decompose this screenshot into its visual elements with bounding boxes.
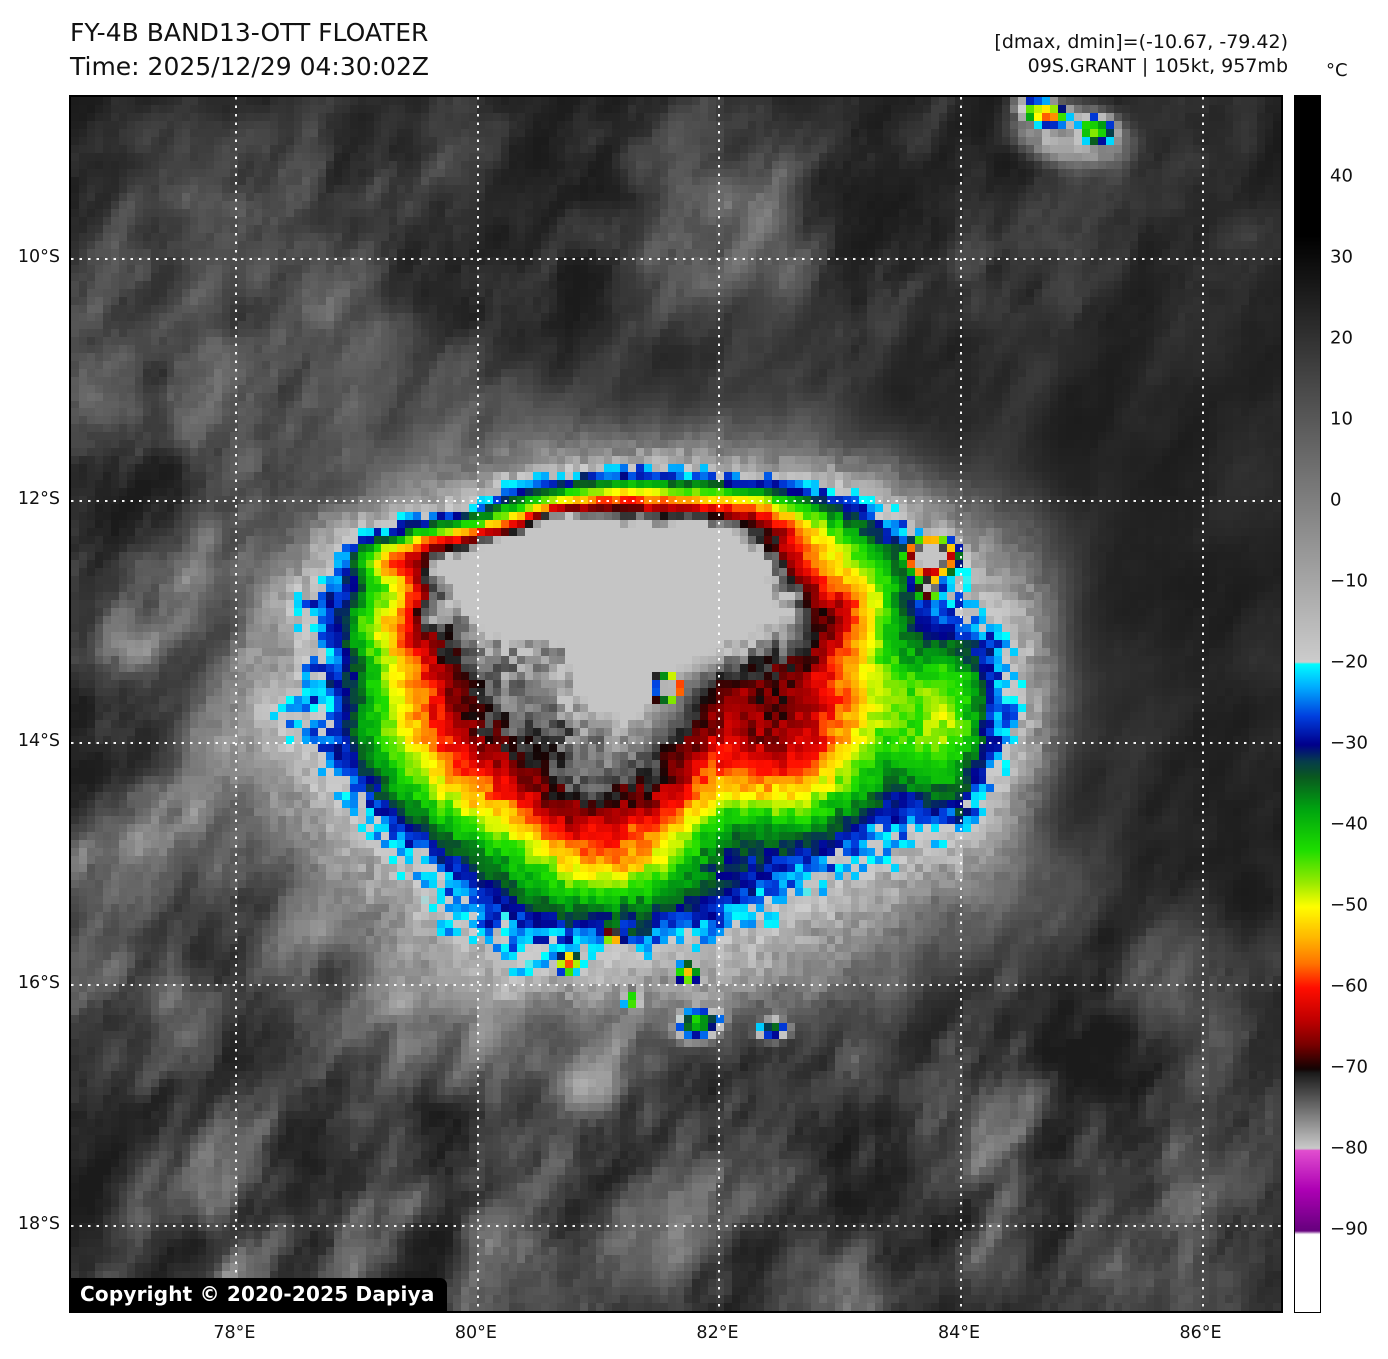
satellite-map: Copyright © 2020-2025 Dapiya: [69, 95, 1283, 1313]
satellite-image-canvas: [71, 97, 1281, 1311]
y-axis-tick-label: 18°S: [17, 1214, 60, 1235]
colorbar: [1294, 95, 1321, 1313]
colorbar-unit-label: °C: [1326, 60, 1348, 81]
colorbar-tick-label: −10: [1330, 570, 1368, 592]
storm-intensity-readout: 09S.GRANT | 105kt, 957mb: [1027, 55, 1288, 77]
colorbar-tick-label: 30: [1330, 246, 1353, 268]
x-axis-tick-label: 82°E: [696, 1323, 739, 1343]
colorbar-tick-label: −70: [1330, 1056, 1368, 1078]
colorbar-tick-label: −40: [1330, 813, 1368, 835]
figure-title: FY-4B BAND13-OTT FLOATER: [70, 18, 429, 47]
x-axis-tick-label: 78°E: [213, 1323, 256, 1343]
colorbar-tick-label: −20: [1330, 651, 1368, 673]
colorbar-gradient-canvas: [1295, 96, 1320, 1312]
colorbar-tick-label: 40: [1330, 165, 1353, 187]
x-axis-tick-label: 84°E: [937, 1323, 981, 1343]
dmax-dmin-readout: [dmax, dmin]=(-10.67, -79.42): [994, 31, 1288, 53]
y-axis-tick-label: 16°S: [17, 972, 60, 993]
info-block: [dmax, dmin]=(-10.67, -79.42) 09S.GRANT …: [994, 30, 1288, 78]
colorbar-tick-label: −50: [1330, 894, 1368, 916]
y-axis-tick-label: 12°S: [17, 488, 60, 509]
colorbar-tick-label: −80: [1330, 1137, 1368, 1159]
colorbar-tick-label: 20: [1330, 327, 1353, 349]
colorbar-tick-label: −30: [1330, 732, 1368, 754]
colorbar-tick-label: 0: [1330, 489, 1342, 511]
copyright-badge: Copyright © 2020-2025 Dapiya: [71, 1278, 447, 1311]
title-block: FY-4B BAND13-OTT FLOATER Time: 2025/12/2…: [70, 16, 429, 84]
x-axis-tick-label: 80°E: [454, 1323, 497, 1343]
colorbar-tick-label: −90: [1330, 1218, 1368, 1240]
colorbar-tick-label: −60: [1330, 975, 1368, 997]
y-axis-tick-label: 14°S: [17, 730, 60, 751]
y-axis-tick-label: 10°S: [17, 247, 60, 268]
colorbar-tick-label: 10: [1330, 408, 1353, 430]
figure-timestamp: Time: 2025/12/29 04:30:02Z: [70, 52, 429, 81]
x-axis-tick-label: 86°E: [1179, 1323, 1222, 1343]
